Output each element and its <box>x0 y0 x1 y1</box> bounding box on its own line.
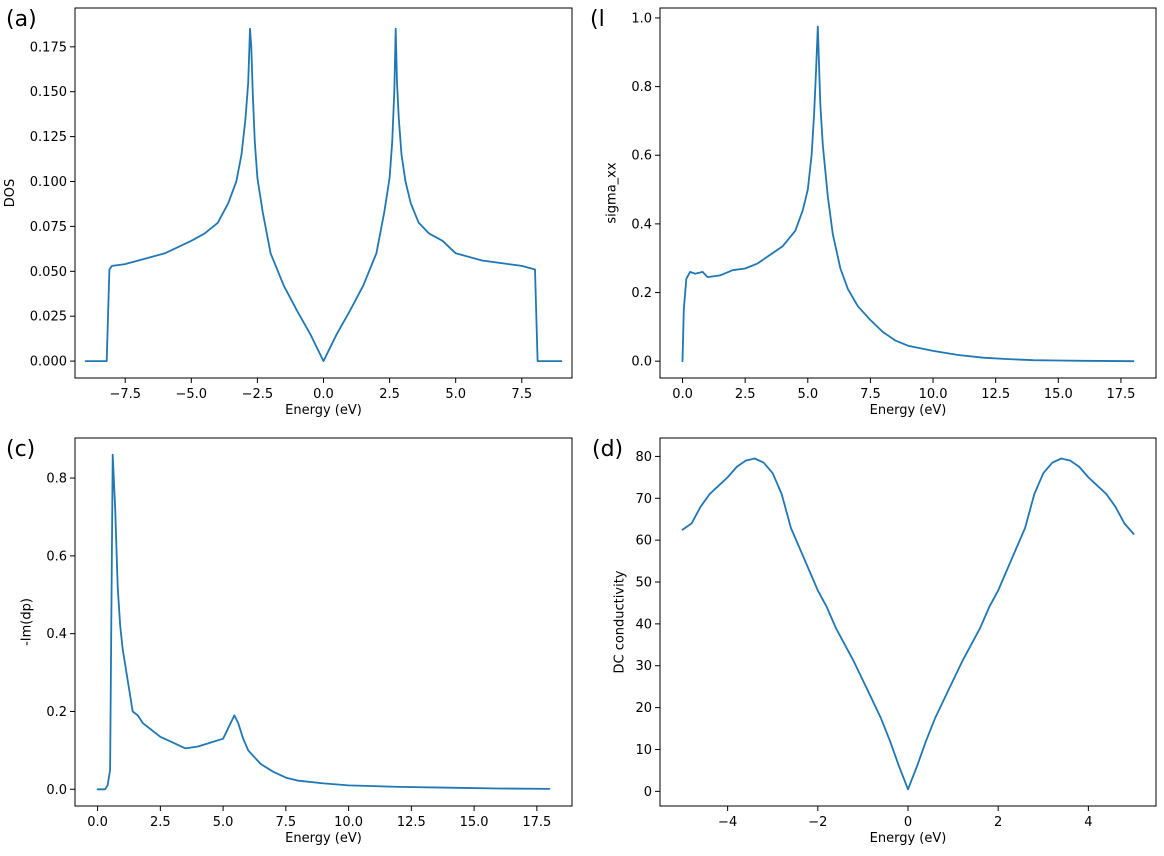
x-tick-label: 17.5 <box>522 815 551 830</box>
x-tick-label: −7.5 <box>109 387 141 402</box>
panel-tag: (d) <box>592 437 623 462</box>
y-axis-label: DOS <box>3 179 18 208</box>
x-tick-label: 15.0 <box>1044 387 1073 402</box>
series-line <box>681 25 1135 363</box>
y-tick-label: 0.100 <box>30 175 67 190</box>
x-tick-label: −4 <box>718 815 737 830</box>
axes-frame <box>659 7 1157 379</box>
y-tick-label: 0.075 <box>30 220 67 235</box>
x-tick-label: 7.5 <box>860 387 881 402</box>
x-tick-label: 7.5 <box>511 387 532 402</box>
y-tick-label: 0.6 <box>46 549 67 564</box>
y-tick-label: 0.6 <box>631 149 652 164</box>
y-tick-label: 0.2 <box>631 286 652 301</box>
y-tick-label: 30 <box>635 659 652 674</box>
y-tick-label: 0.4 <box>631 217 652 232</box>
axes-frame <box>659 437 1157 807</box>
x-tick-label: 2.5 <box>735 387 756 402</box>
x-axis-label: Energy (eV) <box>870 403 947 418</box>
y-tick-label: 0.175 <box>30 40 67 55</box>
x-axis-label: Energy (eV) <box>285 403 362 418</box>
x-tick-label: −5.0 <box>176 387 208 402</box>
y-tick-label: 0.050 <box>30 265 67 280</box>
y-tick-label: 40 <box>635 617 652 632</box>
y-tick-label: 50 <box>635 576 652 591</box>
series-line <box>681 457 1135 791</box>
y-tick-label: 20 <box>635 701 652 716</box>
panel-b: 0.0 2.5 5.0 7.5 10.0 12.5 15.0 17.5 0.0 0.2 0.4 0.6… <box>590 7 1157 418</box>
y-tick-label: 60 <box>635 534 652 549</box>
x-tick-label: 17.5 <box>1106 387 1135 402</box>
x-tick-label: 2.5 <box>379 387 400 402</box>
y-tick-label: 0.0 <box>631 355 652 370</box>
x-tick-label: 2 <box>994 815 1002 830</box>
y-tick-label: 0.125 <box>30 130 67 145</box>
series-line <box>96 453 551 791</box>
y-tick-label: 0.0 <box>46 783 67 798</box>
x-tick-label: 7.5 <box>276 815 297 830</box>
axes-frame <box>74 7 573 379</box>
panel-tag: (a) <box>6 7 37 32</box>
y-tick-label: 0.8 <box>46 472 67 487</box>
panel-tag: (l <box>590 7 605 32</box>
y-tick-label: 0.025 <box>30 310 67 325</box>
x-tick-label: 5.0 <box>445 387 466 402</box>
x-tick-label: 12.5 <box>397 815 426 830</box>
panel-tag: (c) <box>6 437 35 462</box>
y-tick-label: 0.8 <box>631 80 652 95</box>
y-tick-label: 0.2 <box>46 705 67 720</box>
y-tick-label: 0.000 <box>30 355 67 370</box>
y-axis-label: sigma_xx <box>604 162 619 223</box>
x-axis-label: Energy (eV) <box>870 831 947 846</box>
panel-a: −7.5 −5.0 −2.5 0.0 2.5 5.0 7.5 0.000 0.025 0.050 0… <box>3 7 573 418</box>
x-tick-label: 10.0 <box>334 815 363 830</box>
y-axis-label: DC conductivity <box>613 570 628 673</box>
x-tick-label: 12.5 <box>981 387 1010 402</box>
x-tick-label: 2.5 <box>150 815 171 830</box>
y-tick-label: 0.4 <box>46 627 67 642</box>
x-tick-label: −2.5 <box>242 387 274 402</box>
x-tick-label: 5.0 <box>213 815 234 830</box>
y-tick-label: 10 <box>635 743 652 758</box>
x-tick-label: 0 <box>904 815 912 830</box>
y-tick-label: 70 <box>635 492 652 507</box>
x-tick-label: −2 <box>808 815 827 830</box>
y-tick-label: 1.0 <box>631 11 652 26</box>
x-tick-label: 5.0 <box>797 387 818 402</box>
series-line <box>84 27 563 362</box>
x-tick-label: 0.0 <box>87 815 108 830</box>
panel-c: 0.0 2.5 5.0 7.5 10.0 12.5 15.0 17.5 0.0 0.2 0.4 0.6… <box>6 437 573 846</box>
x-tick-label: 15.0 <box>460 815 489 830</box>
x-axis-label: Energy (eV) <box>285 831 362 846</box>
y-tick-label: 80 <box>635 450 652 465</box>
y-tick-label: 0.150 <box>30 85 67 100</box>
axes-frame <box>74 437 573 807</box>
x-tick-label: 10.0 <box>919 387 948 402</box>
x-tick-label: 0.0 <box>313 387 334 402</box>
x-tick-label: 0.0 <box>672 387 693 402</box>
y-tick-label: 0 <box>644 785 652 800</box>
y-axis-label: -Im(dp) <box>19 598 34 646</box>
x-tick-label: 4 <box>1084 815 1092 830</box>
